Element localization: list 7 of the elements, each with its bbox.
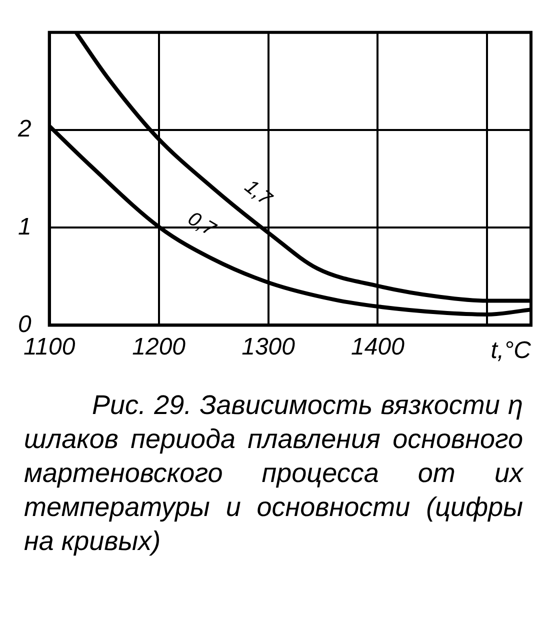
x-axis-title: t,°C (490, 336, 532, 364)
x-tick-label: 1400 (351, 333, 406, 360)
y-tick-label: 2 (16, 116, 32, 143)
x-tick-label: 1300 (242, 333, 296, 360)
y-tick-label: 1 (18, 213, 32, 240)
text: Рис. 29. Зависимость вязкости η шлаков периода плавления основного мартеновского процесса от их температуры и основности (цифры на кривых) (24, 389, 523, 558)
x-tick-label: 1200 (132, 333, 186, 360)
